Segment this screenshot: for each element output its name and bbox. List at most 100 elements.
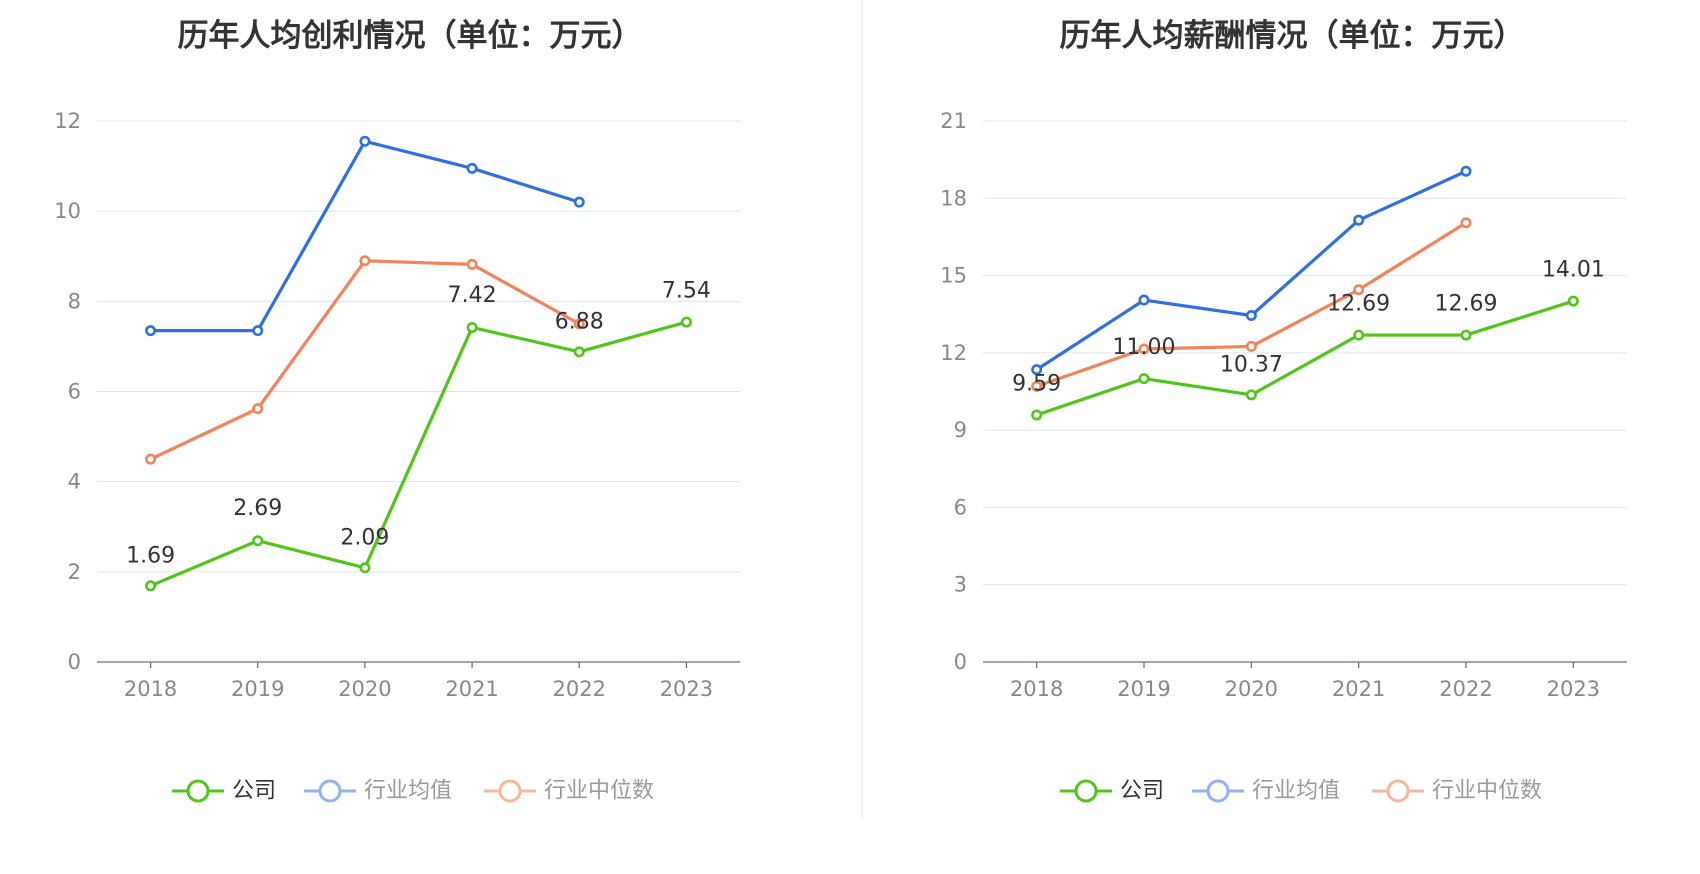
legend-marker <box>1386 779 1410 803</box>
data-point <box>466 321 478 333</box>
legend-marker <box>498 779 522 803</box>
legend-label: 公司 <box>1120 779 1164 804</box>
series-line-1 <box>150 139 580 333</box>
data-point <box>252 325 264 337</box>
x-tick-label: 2018 <box>124 677 177 701</box>
data-point <box>145 325 157 337</box>
x-tick-label: 2020 <box>1225 677 1278 701</box>
data-point <box>1460 217 1472 229</box>
data-point <box>1031 380 1043 392</box>
data-label: 6.88 <box>555 309 604 334</box>
chart-2: 历年人均薪酬情况（单位：万元） 0 3 6 9 12 15 18 21 2018 2019 2020 2… <box>940 18 1627 804</box>
data-label: 10.37 <box>1220 352 1283 377</box>
data-point <box>1031 364 1043 376</box>
y-tick-label: 3 <box>954 573 967 597</box>
x-tick-label: 2022 <box>1439 677 1492 701</box>
data-point <box>145 580 157 592</box>
data-point <box>1567 295 1579 307</box>
data-point <box>1138 294 1150 306</box>
x-tick-label: 2021 <box>445 677 498 701</box>
data-point <box>573 318 585 330</box>
data-point <box>1353 329 1365 341</box>
data-point <box>252 535 264 547</box>
data-point <box>359 562 371 574</box>
data-point <box>466 258 478 270</box>
data-label: 11.00 <box>1113 335 1176 360</box>
x-tick-label: 2019 <box>1117 677 1170 701</box>
y-tick-label: 12 <box>54 109 81 133</box>
y-tick-label: 12 <box>940 341 967 365</box>
data-point <box>1460 329 1472 341</box>
data-point <box>1138 343 1150 355</box>
y-tick-label: 2 <box>68 560 81 584</box>
data-point <box>359 135 371 147</box>
data-label: 14.01 <box>1542 258 1605 283</box>
legend-label: 公司 <box>232 779 276 804</box>
data-label: 1.69 <box>126 543 175 568</box>
data-point <box>1245 389 1257 401</box>
x-tick-label: 2018 <box>1010 677 1063 701</box>
data-label: 9.59 <box>1012 371 1061 396</box>
series-line-1 <box>1035 169 1467 371</box>
data-point <box>145 453 157 465</box>
data-point <box>1138 373 1150 385</box>
y-tick-label: 4 <box>68 470 81 494</box>
data-label: 7.42 <box>448 283 497 308</box>
y-tick-label: 6 <box>68 380 81 404</box>
legend-item-2: 行业中位数 <box>1372 779 1542 804</box>
y-tick-label: 0 <box>954 650 967 674</box>
y-tick-label: 18 <box>940 186 967 210</box>
x-tick-label: 2022 <box>553 677 606 701</box>
legend-item-0: 公司 <box>1060 779 1164 804</box>
chart-1: 历年人均创利情况（单位：万元） 0 2 4 6 8 10 12 2018 2019 2020 2021… <box>54 18 740 804</box>
y-tick-label: 9 <box>954 418 967 442</box>
x-tick-label: 2023 <box>1547 677 1600 701</box>
legend-marker <box>1074 779 1098 803</box>
legend-item-1: 行业均值 <box>304 779 452 804</box>
chart-title: 历年人均薪酬情况（单位：万元） <box>1060 18 1525 54</box>
data-point <box>1353 284 1365 296</box>
chart-title: 历年人均创利情况（单位：万元） <box>178 18 643 54</box>
data-label: 7.54 <box>662 279 711 304</box>
data-point <box>573 196 585 208</box>
data-point <box>1353 214 1365 226</box>
y-tick-label: 0 <box>68 650 81 674</box>
data-label: 12.69 <box>1435 292 1498 317</box>
data-point <box>1245 340 1257 352</box>
data-point <box>1245 310 1257 322</box>
legend-marker <box>186 779 210 803</box>
x-tick-label: 2020 <box>338 677 391 701</box>
legend-item-0: 公司 <box>172 779 276 804</box>
data-point <box>252 403 264 415</box>
legend-item-2: 行业中位数 <box>484 779 654 804</box>
data-label: 2.69 <box>233 496 282 521</box>
data-point <box>680 316 692 328</box>
legend-label: 行业中位数 <box>544 779 654 804</box>
data-point <box>573 346 585 358</box>
series-line-2 <box>149 259 581 461</box>
data-label: 12.69 <box>1327 292 1390 317</box>
x-tick-label: 2019 <box>231 677 284 701</box>
legend-item-1: 行业均值 <box>1192 779 1340 804</box>
legend-label: 行业均值 <box>364 779 452 804</box>
y-tick-label: 6 <box>954 495 967 519</box>
y-tick-label: 21 <box>940 109 967 133</box>
legend-label: 行业均值 <box>1252 779 1340 804</box>
data-point <box>466 162 478 174</box>
x-tick-label: 2021 <box>1332 677 1385 701</box>
y-tick-label: 10 <box>54 199 81 223</box>
legend-label: 行业中位数 <box>1432 779 1542 804</box>
series-line-0 <box>149 320 687 588</box>
legend-marker <box>318 779 342 803</box>
x-tick-label: 2023 <box>660 677 713 701</box>
data-point <box>359 255 371 267</box>
data-point <box>1460 165 1472 177</box>
data-point <box>1031 409 1043 421</box>
y-tick-label: 8 <box>68 289 81 313</box>
y-tick-label: 15 <box>940 264 967 288</box>
data-label: 2.09 <box>340 525 389 550</box>
series-line-0 <box>1036 299 1574 417</box>
legend-marker <box>1206 779 1230 803</box>
